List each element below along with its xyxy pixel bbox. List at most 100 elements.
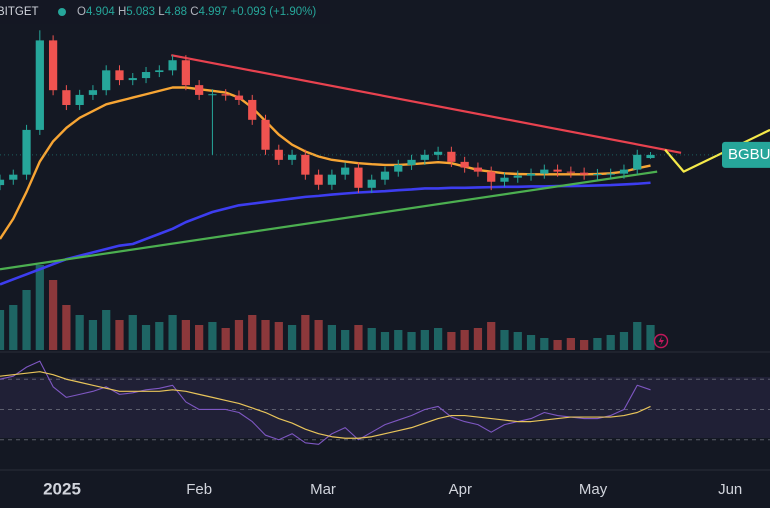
volume-bar [394, 330, 403, 350]
volume-bar [447, 332, 456, 350]
volume-bar [221, 328, 230, 350]
icon-bolt [658, 336, 664, 346]
ohlc-value: 5.083 [126, 6, 155, 18]
ma-slow [0, 181, 651, 286]
candle-body [619, 169, 629, 174]
candle-body [367, 179, 376, 188]
volume-bar [248, 315, 257, 350]
candle-body [566, 171, 575, 173]
volume-bar [553, 340, 562, 350]
volume-bar [35, 265, 44, 350]
candle-body [261, 119, 270, 150]
rsi-ma [0, 371, 651, 439]
candle-body [606, 173, 615, 175]
volume-bar [540, 338, 549, 350]
volume-bar [208, 322, 217, 350]
volume-bar [181, 320, 190, 350]
trendline [171, 54, 682, 154]
volume-bar [327, 325, 337, 350]
candle-body [248, 99, 257, 120]
volume-bar [9, 305, 18, 350]
ohlc-label: L [158, 6, 165, 18]
rsi-band [0, 377, 770, 438]
candle-body [380, 171, 390, 180]
volume-bar [62, 305, 71, 350]
marks: BGBU 2025 Feb Mar Apr May Jun [0, 30, 770, 498]
candle-body [62, 90, 71, 105]
volume-bar [195, 325, 204, 350]
ohlc-label: O [77, 6, 86, 18]
candle-body [287, 154, 297, 160]
volume-bar [513, 332, 522, 350]
candle-body [500, 177, 509, 182]
candle-body [433, 151, 443, 155]
candle-body [75, 94, 84, 105]
trendline [0, 170, 658, 271]
volume-bar [619, 332, 629, 350]
volume-bar [593, 338, 602, 350]
candle-body [341, 167, 350, 175]
candle-body [22, 129, 31, 175]
volume-bar [487, 322, 496, 350]
volume-bar [102, 310, 111, 350]
candle-body [35, 40, 44, 130]
volume-bar [314, 320, 323, 350]
volume-bar [407, 332, 416, 350]
candle-body [473, 167, 483, 172]
alert-icon [653, 333, 669, 349]
candle-body [314, 174, 323, 185]
candle-body [394, 164, 403, 172]
candle-body [208, 94, 217, 96]
candle-body [48, 40, 58, 91]
candle-body [181, 60, 190, 86]
candle-body [234, 95, 244, 100]
ohlc-value: 4.88 [165, 6, 187, 18]
volume-bar [22, 290, 31, 350]
candle-body [513, 175, 522, 178]
x-tick-label: 2025 [43, 479, 81, 498]
candle-body [580, 172, 589, 175]
volume-bar [75, 315, 84, 350]
volume-bar [141, 325, 151, 350]
ohlc-label: C [190, 6, 198, 18]
volume-bar [580, 340, 589, 350]
candle-body [141, 72, 151, 79]
x-tick-label: May [579, 481, 608, 498]
candle-body [526, 173, 536, 176]
candle-body [155, 70, 164, 73]
rsi-line [0, 360, 651, 445]
volume-bar [341, 330, 350, 350]
volume-bar [606, 335, 615, 350]
candle-body [354, 167, 363, 188]
candle-body [274, 149, 283, 160]
candle-body [553, 169, 562, 172]
volume-bar [526, 335, 536, 350]
candle-body [221, 94, 230, 96]
candle-body [115, 70, 124, 81]
candle-body [646, 154, 655, 159]
volume-bar [287, 325, 297, 350]
x-tick-label: Apr [449, 481, 472, 498]
candle-body [407, 159, 416, 165]
volume-bar [168, 315, 177, 350]
icon-ring [653, 333, 669, 349]
volume-bar [473, 328, 483, 350]
candle-body [9, 174, 18, 180]
price-label-bg [722, 141, 770, 168]
candle-body [88, 90, 98, 95]
ohlc-label: H [118, 6, 126, 18]
volume-bar [88, 320, 98, 350]
candle-body [460, 161, 469, 168]
candle-body [540, 169, 549, 174]
volume-bar [261, 320, 270, 350]
volume-bar [420, 330, 429, 350]
candle-body [633, 154, 642, 170]
candle-body [327, 174, 337, 185]
x-tick-label: Mar [310, 481, 336, 498]
header: BITGET O4.904 H5.083 L4.88 C4.997 +0.093… [0, 0, 330, 24]
header-bg [0, 0, 330, 24]
volume-bar [115, 320, 124, 350]
